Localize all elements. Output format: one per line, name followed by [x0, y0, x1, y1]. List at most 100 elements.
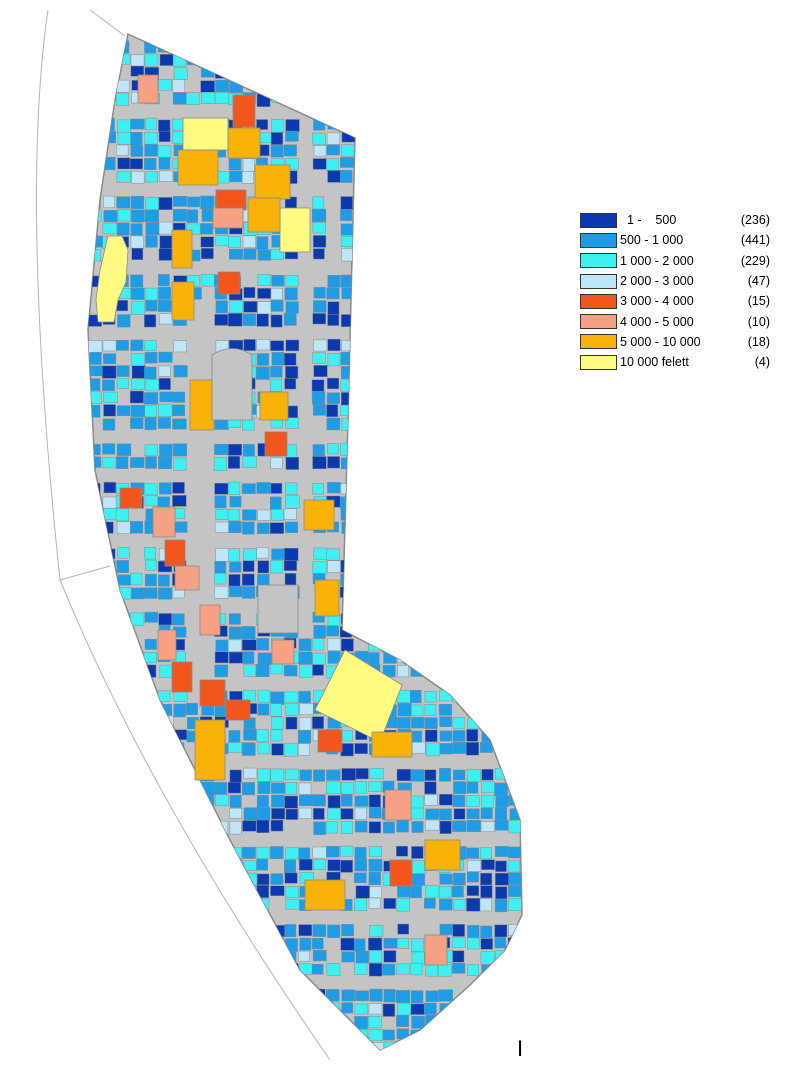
parcel — [103, 990, 116, 1001]
parcel — [311, 794, 326, 807]
parcel — [186, 781, 199, 793]
parcel — [242, 67, 255, 80]
parcel — [340, 404, 354, 416]
parcel — [116, 807, 131, 819]
parcel — [382, 131, 396, 143]
parcel — [241, 573, 255, 586]
parcel — [186, 858, 199, 872]
parcel — [438, 156, 453, 170]
parcel — [523, 796, 535, 806]
parcel — [396, 144, 409, 157]
parcel — [508, 872, 522, 886]
parcel — [284, 886, 299, 899]
parcel — [173, 340, 187, 353]
parcel — [144, 405, 157, 418]
parcel — [367, 378, 380, 392]
parcel-5000-a — [177, 149, 219, 186]
parcel — [228, 925, 242, 937]
parcel — [242, 313, 256, 326]
parcel — [270, 663, 284, 675]
parcel — [327, 795, 341, 809]
parcel — [201, 92, 216, 105]
parcel — [271, 132, 284, 145]
parcel — [439, 873, 453, 885]
parcel — [480, 39, 494, 52]
parcel — [508, 768, 522, 783]
parcel — [411, 418, 424, 431]
parcel — [89, 351, 102, 365]
parcel — [369, 1042, 385, 1050]
parcel — [354, 92, 367, 105]
legend-item: 1 - 500 (236) — [580, 210, 770, 230]
parcel — [159, 1002, 175, 1015]
parcel-4000-b — [212, 207, 244, 229]
parcel — [480, 872, 493, 886]
parcel — [480, 625, 493, 639]
parcel — [523, 665, 535, 676]
parcel — [480, 78, 494, 91]
parcel — [509, 691, 521, 706]
parcel — [115, 339, 129, 351]
parcel — [397, 937, 410, 949]
large-parcels — [95, 74, 461, 966]
parcel — [493, 625, 508, 638]
parcel — [524, 639, 536, 650]
parcel — [355, 119, 370, 131]
parcel-4000-d — [174, 565, 200, 591]
parcel — [410, 495, 424, 507]
parcel — [467, 925, 480, 938]
parcel — [312, 196, 325, 210]
parcel — [102, 652, 116, 666]
parcel — [89, 444, 101, 456]
parcel — [313, 1015, 326, 1027]
parcel — [411, 704, 424, 717]
parcel — [285, 275, 299, 287]
parcel — [438, 508, 453, 520]
parcel — [129, 612, 145, 626]
parcel — [397, 274, 411, 287]
parcel — [285, 366, 299, 379]
parcel — [326, 92, 340, 105]
parcel — [228, 963, 242, 977]
parcel — [425, 353, 438, 367]
parcel — [172, 130, 185, 144]
legend-range: 10 000 felett — [620, 355, 689, 370]
parcel — [313, 821, 326, 835]
parcel — [229, 821, 242, 835]
parcel — [256, 546, 269, 559]
parcel — [494, 171, 508, 183]
parcel — [521, 820, 522, 831]
parcel — [255, 663, 270, 677]
parcel — [452, 950, 465, 963]
parcel — [354, 482, 366, 496]
parcel-3000-e — [119, 487, 143, 509]
parcel — [410, 624, 424, 638]
parcel — [340, 559, 353, 573]
parcel — [89, 365, 104, 377]
parcel-3000-d — [264, 431, 288, 457]
parcel — [284, 144, 297, 157]
parcel — [271, 119, 284, 133]
parcel — [494, 665, 508, 677]
parcel — [269, 1041, 283, 1050]
parcel — [382, 443, 395, 456]
parcel — [382, 196, 395, 210]
parcel — [256, 729, 269, 743]
parcel — [466, 769, 481, 782]
parcel — [269, 378, 283, 392]
parcel — [186, 1014, 201, 1026]
parcel — [326, 548, 340, 561]
parcel — [411, 521, 424, 533]
legend-count: (18) — [747, 334, 770, 349]
parcel — [88, 821, 103, 835]
parcel — [425, 819, 440, 831]
parcel — [382, 613, 395, 626]
parcel — [312, 313, 326, 325]
parcel — [466, 507, 481, 521]
parcel — [382, 508, 395, 520]
parcel — [524, 1029, 536, 1042]
parcel — [284, 287, 298, 301]
parcel — [89, 587, 103, 600]
legend-item: 2 000 - 3 000 (47) — [580, 271, 770, 291]
parcel — [340, 1028, 354, 1041]
